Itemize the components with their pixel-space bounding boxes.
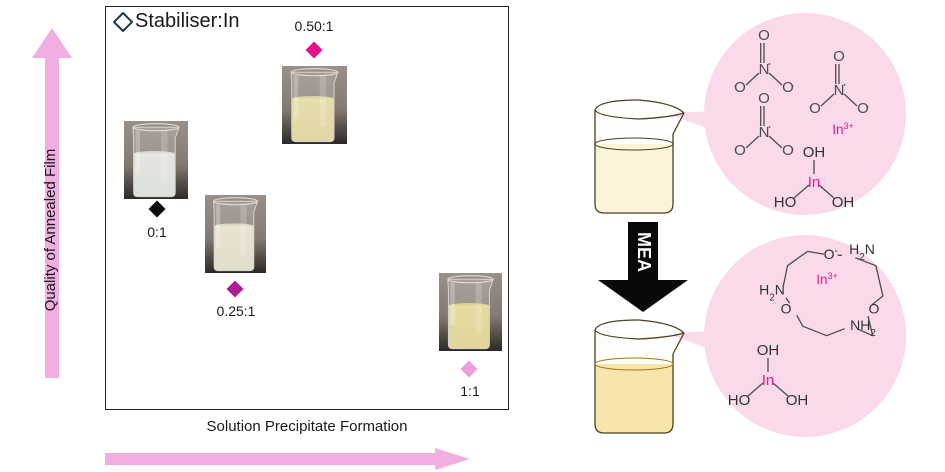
svg-text:In3+: In3+ [832,121,854,137]
svg-text:MEA: MEA [634,232,654,272]
